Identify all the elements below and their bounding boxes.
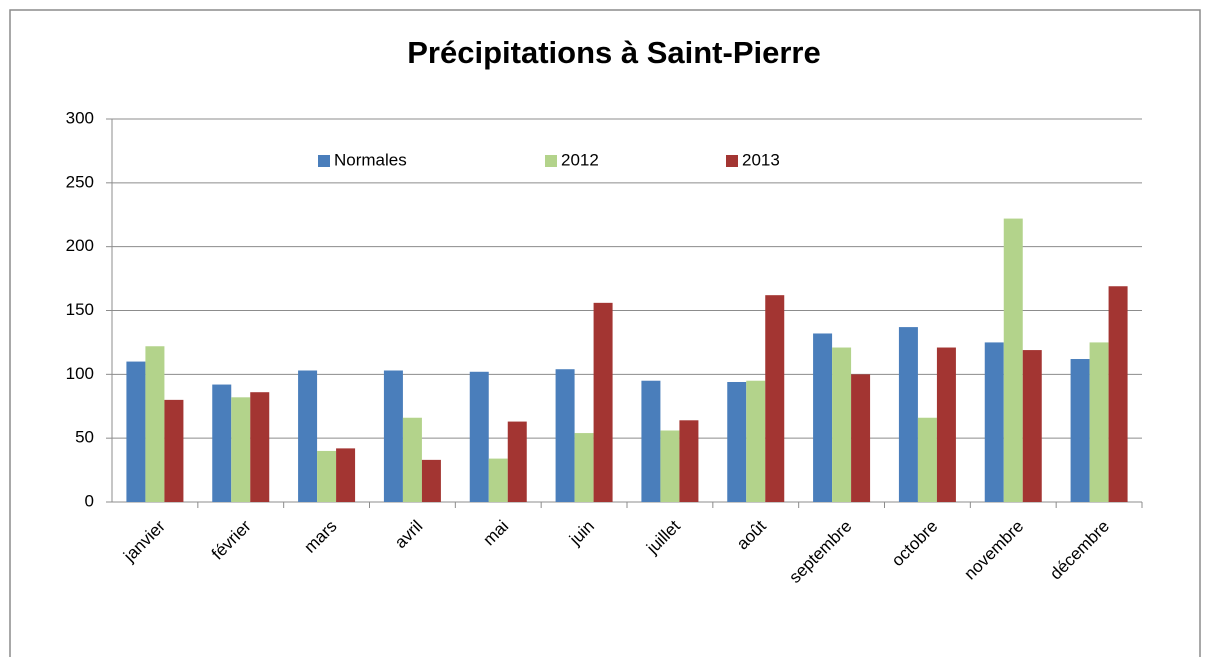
y-tick-label: 150 (66, 300, 94, 319)
bar (660, 430, 680, 502)
y-tick-label: 200 (66, 236, 94, 255)
y-tick-label: 250 (66, 172, 94, 191)
bar (1022, 350, 1042, 502)
bar (402, 417, 422, 502)
bar (126, 361, 146, 502)
bar (298, 370, 318, 502)
legend-swatch (726, 155, 738, 167)
legend-swatch (545, 155, 557, 167)
bar (383, 370, 403, 502)
legend-label: 2012 (561, 150, 599, 169)
bar (917, 417, 937, 502)
bar (593, 302, 613, 502)
bar (813, 333, 833, 502)
legend-label: Normales (334, 150, 407, 169)
legend-label: 2013 (742, 150, 780, 169)
bar (898, 327, 918, 502)
bar (250, 392, 270, 502)
bar (727, 381, 747, 502)
bar (574, 433, 594, 502)
y-tick-label: 0 (85, 491, 94, 510)
bar (679, 420, 699, 502)
y-tick-label: 50 (75, 428, 94, 447)
bar (832, 347, 852, 502)
y-tick-label: 100 (66, 364, 94, 383)
bar (488, 458, 508, 502)
bar (746, 380, 766, 502)
bar (507, 421, 527, 502)
bar (765, 295, 785, 502)
bar (212, 384, 232, 502)
bar (145, 346, 165, 502)
bar (1089, 342, 1109, 502)
bar (421, 459, 441, 502)
bar (469, 371, 489, 502)
bar (317, 450, 337, 502)
bar (984, 342, 1004, 502)
bar (851, 374, 871, 502)
bar (1003, 218, 1023, 502)
bar (1108, 286, 1128, 502)
bar (936, 347, 956, 502)
bar (164, 399, 184, 502)
chart-title: Précipitations à Saint-Pierre (407, 35, 820, 70)
bar (336, 448, 356, 502)
bar (555, 369, 575, 502)
legend-swatch (318, 155, 330, 167)
y-tick-label: 300 (66, 108, 94, 127)
bar (641, 380, 661, 502)
bar (1070, 359, 1090, 502)
bar (231, 397, 251, 502)
